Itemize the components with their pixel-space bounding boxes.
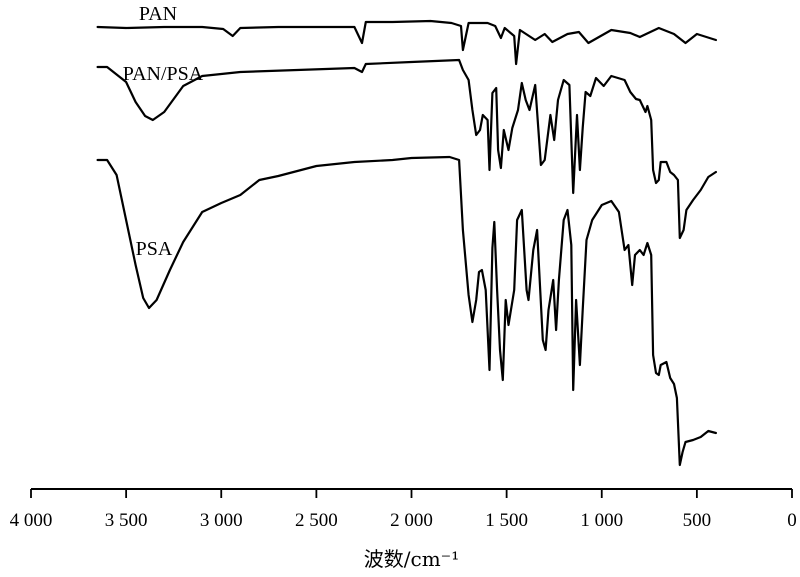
series-line-psa <box>96 155 717 467</box>
x-tick-label: 0 <box>787 510 797 531</box>
x-tick-label: 3 000 <box>200 510 243 531</box>
series-line-pan <box>96 19 717 66</box>
x-tick-label: 1 000 <box>580 510 623 531</box>
spectra-group <box>96 19 717 467</box>
x-tick-label: 2 000 <box>390 510 433 531</box>
series-label: PAN <box>139 3 177 25</box>
series-label: PAN/PSA <box>123 63 204 85</box>
x-tick-label: 3 500 <box>105 510 148 531</box>
x-tick-label: 1 500 <box>485 510 528 531</box>
x-tick-label: 500 <box>683 510 712 531</box>
series-labels: PAN PAN/PSA PSA <box>123 3 204 260</box>
x-tick-label: 2 500 <box>295 510 338 531</box>
x-ticks: 4 000 3 500 3 000 2 500 2 000 1 500 1 000 500 0 <box>10 489 797 531</box>
x-axis-title: 波数/cm⁻¹ <box>364 547 459 571</box>
series-label: PSA <box>136 238 173 260</box>
x-tick-label: 4 000 <box>10 510 53 531</box>
series-line-pan-psa <box>96 58 717 240</box>
